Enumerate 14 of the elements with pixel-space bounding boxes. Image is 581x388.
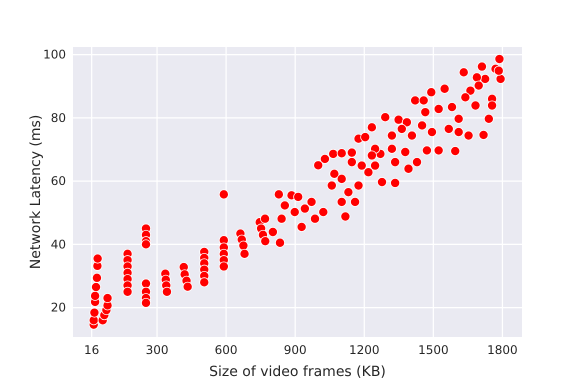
y-tick-label: 40 xyxy=(50,237,66,252)
x-tick-label: 1800 xyxy=(487,343,518,357)
y-axis-title: Network Latency (ms) xyxy=(28,114,44,270)
y-tick-label: 20 xyxy=(50,300,66,315)
x-tick-label: 300 xyxy=(146,343,168,357)
y-tick-label: 80 xyxy=(50,110,66,125)
y-tick-label: 60 xyxy=(50,174,66,188)
x-axis-title: Size of video frames (KB) xyxy=(209,364,386,380)
x-tick-label: 1200 xyxy=(349,343,380,357)
y-tick-label: 100 xyxy=(43,48,66,62)
x-tick-label: 1500 xyxy=(418,343,449,357)
x-tick-label: 16 xyxy=(84,343,100,357)
x-tick-label: 600 xyxy=(214,343,238,357)
x-tick-label: 900 xyxy=(284,343,307,357)
